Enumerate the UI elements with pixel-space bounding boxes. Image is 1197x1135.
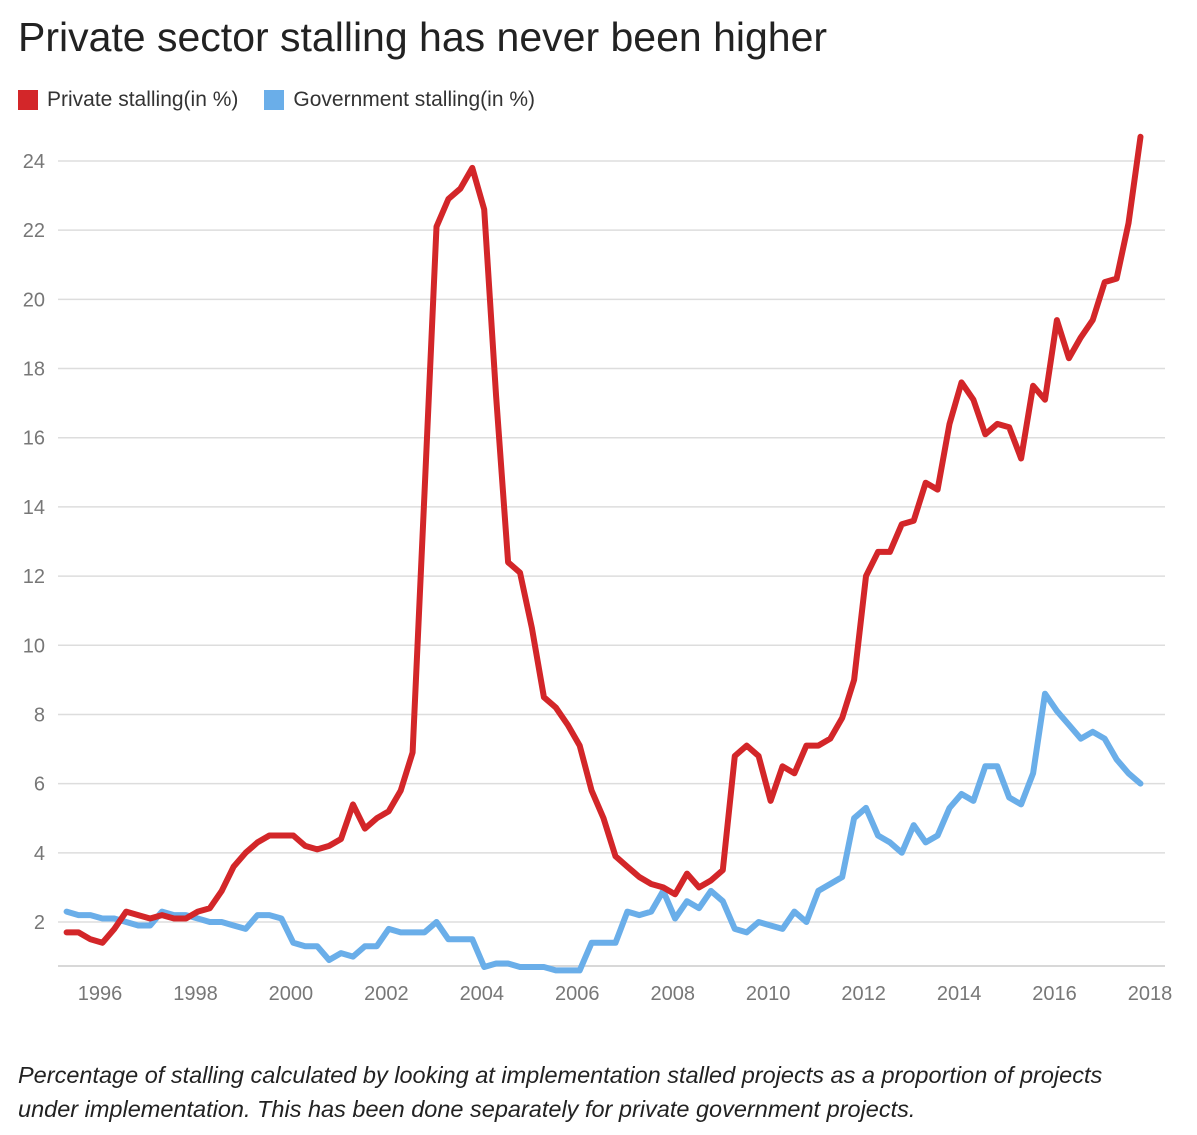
legend-item-private[interactable]: Private stalling(in %) <box>18 88 238 112</box>
x-tick-label: 1996 <box>78 983 123 1005</box>
series-line-private[interactable] <box>63 133 1144 946</box>
y-tick-label: 14 <box>23 497 45 519</box>
y-tick-label: 22 <box>23 220 45 242</box>
x-tick-label: 2008 <box>650 983 695 1005</box>
x-tick-label: 2004 <box>460 983 505 1005</box>
x-tick-label: 2016 <box>1032 983 1077 1005</box>
x-tick-label: 2002 <box>364 983 409 1005</box>
x-tick-label: 1998 <box>173 983 218 1005</box>
legend: Private stalling(in %) Government stalli… <box>18 88 561 112</box>
legend-swatch-government <box>264 90 285 110</box>
y-tick-label: 8 <box>34 704 45 726</box>
y-tick-label: 18 <box>23 359 45 381</box>
x-tick-label: 2006 <box>555 983 600 1005</box>
legend-item-government[interactable]: Government stalling(in %) <box>264 88 535 112</box>
x-tick-label: 2012 <box>841 983 886 1005</box>
footnote: Percentage of stalling calculated by loo… <box>18 1062 1103 1122</box>
legend-label-private: Private stalling(in %) <box>47 88 239 111</box>
legend-label-government: Government stalling(in %) <box>293 88 535 111</box>
x-tick-label: 2010 <box>746 983 791 1005</box>
y-tick-label: 16 <box>23 428 45 450</box>
x-tick-label: 2018 <box>1128 983 1173 1005</box>
series-line-government[interactable] <box>63 690 1144 974</box>
legend-swatch-private <box>18 90 38 110</box>
y-tick-label: 4 <box>34 843 45 865</box>
y-tick-label: 10 <box>23 635 45 657</box>
x-tick-label: 2014 <box>937 983 982 1005</box>
y-tick-label: 12 <box>23 566 45 588</box>
y-tick-label: 20 <box>23 289 45 311</box>
y-tick-label: 24 <box>23 151 45 173</box>
series-lines <box>63 133 1144 974</box>
x-tick-label: 2000 <box>269 983 314 1005</box>
y-tick-label: 2 <box>34 912 45 934</box>
chart-title: Private sector stalling has never been h… <box>18 14 828 60</box>
x-axis-ticks: 1996 1998 2000 2002 2004 2006 2008 2010 2012 2014… <box>78 983 1173 1005</box>
y-tick-label: 6 <box>34 774 45 796</box>
